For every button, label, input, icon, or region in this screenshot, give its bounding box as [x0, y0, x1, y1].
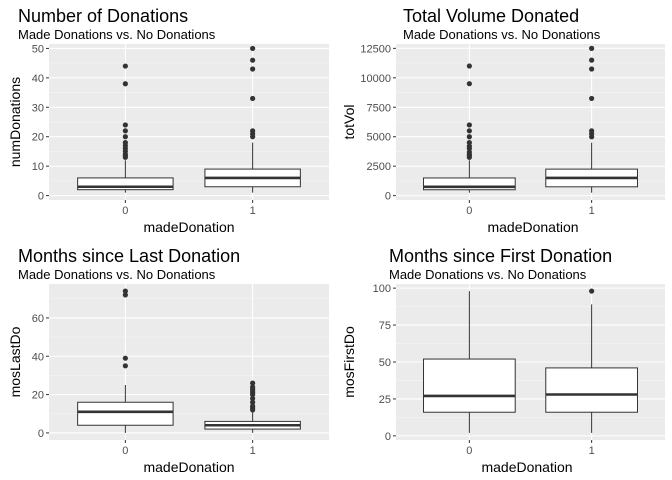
y-tick-label: 40 [32, 73, 44, 85]
x-axis-label: madeDonation [487, 219, 578, 235]
box-1 [204, 45, 301, 193]
y-tick-label: 7500 [367, 102, 391, 114]
outlier-point [122, 363, 128, 369]
chart-title: Number of Donations [18, 6, 188, 26]
chart-subtitle: Made Donations vs. No Donations [403, 27, 601, 42]
x-tick-label: 0 [122, 445, 128, 457]
x-tick-label: 0 [122, 205, 128, 217]
iqr-box [423, 358, 516, 413]
outlier-point [250, 45, 256, 52]
y-tick-label: 0 [38, 428, 44, 440]
outlier-point [466, 122, 472, 128]
x-tick-label: 1 [250, 205, 256, 217]
chart-panel-2: 0 2500 5000 7500 10000 12500 0 1 Total Volume Do… [341, 6, 665, 235]
outlier-point [589, 45, 595, 51]
y-tick-label: 10 [32, 161, 44, 173]
y-axis-label: mosFirstDo [341, 326, 357, 398]
y-tick-label: 40 [32, 351, 44, 363]
x-tick-label: 1 [589, 445, 595, 457]
y-tick-label: 0 [385, 191, 391, 203]
outlier-point [466, 140, 472, 146]
y-tick-label: 25 [379, 394, 391, 406]
outlier-point [122, 81, 128, 87]
y-tick-label: 0 [385, 431, 391, 443]
outlier-point [250, 403, 256, 409]
box-1 [545, 45, 638, 193]
y-tick-label: 20 [32, 132, 44, 144]
box-1 [545, 288, 638, 433]
y-tick-label: 50 [379, 357, 391, 369]
outlier-point [250, 128, 256, 134]
x-axis-label: madeDonation [143, 219, 234, 235]
y-axis-label: totVol [341, 104, 357, 139]
box-0 [77, 63, 174, 193]
chart-title: Months since Last Donation [18, 246, 240, 266]
x-tick-label: 1 [250, 445, 256, 457]
outlier-point [589, 288, 595, 294]
outlier-point [466, 63, 472, 69]
iqr-box [77, 177, 174, 191]
outlier-point [589, 66, 595, 72]
y-tick-label: 10000 [360, 73, 391, 85]
x-axis-label: madeDonation [481, 459, 572, 475]
outlier-point [250, 380, 256, 386]
y-tick-label: 0 [38, 191, 44, 203]
y-tick-label: 12500 [360, 43, 391, 55]
outlier-point [250, 384, 256, 390]
y-tick-label: 75 [379, 320, 391, 332]
box-0 [77, 288, 174, 433]
outlier-point [122, 63, 128, 69]
y-tick-label: 50 [32, 43, 44, 55]
outlier-point [589, 128, 595, 134]
x-axis-label: madeDonation [143, 459, 234, 475]
y-tick-label: 100 [373, 283, 391, 295]
outlier-point [122, 355, 128, 361]
outlier-point [250, 95, 256, 102]
outlier-point [589, 95, 595, 102]
iqr-box [545, 367, 638, 413]
y-axis-label: mosLastDo [7, 326, 23, 397]
y-tick-label: 20 [32, 390, 44, 402]
outlier-point [250, 57, 256, 63]
x-tick-label: 0 [466, 205, 472, 217]
outlier-point [122, 128, 128, 134]
outlier-point [122, 288, 128, 294]
chart-title: Total Volume Donated [403, 6, 579, 26]
outlier-point [589, 57, 595, 63]
chart-subtitle: Made Donations vs. No Donations [18, 267, 216, 282]
chart-title: Months since First Donation [389, 246, 612, 266]
y-tick-label: 30 [32, 102, 44, 114]
outlier-point [466, 128, 472, 134]
x-tick-label: 1 [589, 205, 595, 217]
chart-subtitle: Made Donations vs. No Donations [389, 267, 587, 282]
iqr-box [423, 177, 516, 191]
box-1 [204, 380, 301, 433]
chart-panel-4: 0 25 50 75 100 0 1 Months since First DonationM… [341, 246, 665, 475]
chart-panel-3: 0 20 40 60 0 1 Months since Last DonationMade … [7, 246, 329, 475]
outlier-point [250, 399, 256, 405]
box-0 [423, 291, 516, 433]
outlier-point [466, 81, 472, 87]
y-tick-label: 60 [32, 313, 44, 325]
outlier-point [466, 134, 472, 140]
y-axis-label: numDonations [7, 77, 23, 167]
chart-subtitle: Made Donations vs. No Donations [18, 27, 216, 42]
y-tick-label: 5000 [367, 132, 391, 144]
outlier-point [250, 66, 256, 72]
outlier-point [122, 292, 128, 298]
outlier-point [122, 134, 128, 140]
outlier-point [122, 122, 128, 128]
outlier-point [250, 395, 256, 402]
outlier-point [122, 140, 128, 146]
box-0 [423, 63, 516, 193]
x-tick-label: 0 [466, 445, 472, 457]
y-tick-label: 2500 [367, 161, 391, 173]
iqr-box [77, 401, 174, 426]
